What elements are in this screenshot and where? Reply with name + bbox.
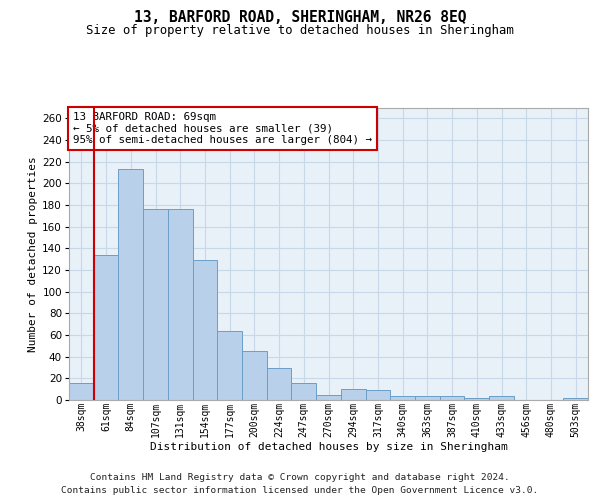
Bar xyxy=(341,389,365,400)
Bar xyxy=(440,396,464,400)
Text: 13 BARFORD ROAD: 69sqm
← 5% of detached houses are smaller (39)
95% of semi-deta: 13 BARFORD ROAD: 69sqm ← 5% of detached … xyxy=(73,112,372,145)
Bar xyxy=(316,394,341,400)
Bar xyxy=(390,396,415,400)
Bar xyxy=(94,255,118,400)
Bar xyxy=(69,382,94,400)
Text: Size of property relative to detached houses in Sheringham: Size of property relative to detached ho… xyxy=(86,24,514,37)
Bar xyxy=(118,169,143,400)
Text: Contains HM Land Registry data © Crown copyright and database right 2024.
Contai: Contains HM Land Registry data © Crown c… xyxy=(61,474,539,495)
Y-axis label: Number of detached properties: Number of detached properties xyxy=(28,156,38,352)
Bar xyxy=(365,390,390,400)
X-axis label: Distribution of detached houses by size in Sheringham: Distribution of detached houses by size … xyxy=(149,442,508,452)
Text: 13, BARFORD ROAD, SHERINGHAM, NR26 8EQ: 13, BARFORD ROAD, SHERINGHAM, NR26 8EQ xyxy=(134,10,466,25)
Bar xyxy=(489,396,514,400)
Bar xyxy=(193,260,217,400)
Bar xyxy=(563,398,588,400)
Bar xyxy=(415,396,440,400)
Bar xyxy=(217,330,242,400)
Bar xyxy=(292,382,316,400)
Bar xyxy=(267,368,292,400)
Bar xyxy=(242,351,267,400)
Bar xyxy=(143,210,168,400)
Bar xyxy=(464,398,489,400)
Bar xyxy=(168,210,193,400)
